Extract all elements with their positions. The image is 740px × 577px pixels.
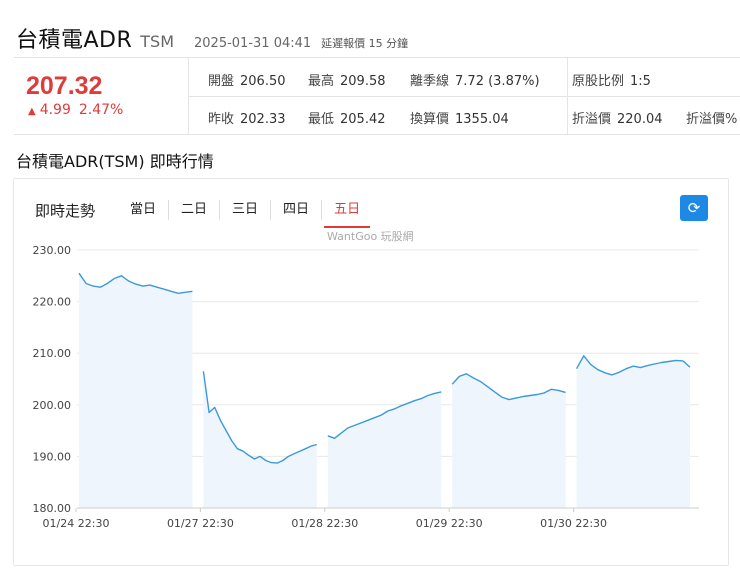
session-area	[79, 273, 193, 508]
prev-close-cell: 昨收 202.33	[208, 112, 286, 127]
ratio-value: 1:5	[630, 74, 651, 89]
delay-note: 延遲報價 15 分鐘	[321, 37, 409, 50]
y-tick-label: 190.00	[33, 450, 72, 463]
stock-name: 台積電ADR	[16, 28, 133, 53]
divider	[567, 58, 568, 134]
divider	[188, 96, 740, 97]
deviation-cell: 離季線 7.72 (3.87%)	[410, 74, 540, 89]
tab-5day[interactable]: 五日	[322, 200, 372, 228]
panel-title: 即時走勢	[35, 202, 96, 220]
refresh-icon: ⟳	[687, 199, 701, 217]
y-tick-label: 220.00	[33, 296, 72, 309]
up-triangle-icon: ▲	[28, 106, 36, 117]
x-tick-label: 01/28 22:30	[291, 517, 358, 530]
prev-close-value: 202.33	[240, 112, 286, 127]
stock-ticker: TSM	[140, 32, 175, 51]
session-line	[451, 373, 566, 401]
tab-2day[interactable]: 二日	[169, 200, 221, 220]
session-area	[576, 355, 690, 508]
low-cell: 最低 205.42	[308, 112, 386, 127]
change-value: 4.99	[39, 102, 71, 118]
ratio-cell: 原股比例 1:5	[572, 74, 651, 89]
discount-value: 220.04	[617, 112, 663, 127]
period-tabs: 當日 二日 三日 四日 五日	[118, 200, 372, 228]
deviation-value: 7.72 (3.87%)	[455, 74, 540, 89]
y-tick-label: 180.00	[33, 502, 72, 515]
tab-4day[interactable]: 四日	[271, 200, 323, 220]
high-value: 209.58	[340, 74, 386, 89]
section-title: 台積電ADR(TSM) 即時行情	[16, 152, 214, 171]
x-tick-label: 01/30 22:30	[540, 517, 607, 530]
quote-time: 2025-01-31 04:41	[194, 36, 312, 51]
x-tick-label: 01/29 22:30	[416, 517, 483, 530]
change-percent: 2.47%	[78, 102, 124, 118]
refresh-button[interactable]: ⟳	[680, 195, 708, 221]
session-line	[575, 355, 691, 376]
session-line	[78, 272, 193, 294]
tab-1day[interactable]: 當日	[118, 200, 170, 220]
watermark: WantGoo 玩股網	[327, 230, 414, 243]
x-tick-label: 01/24 22:30	[43, 517, 110, 530]
y-tick-label: 230.00	[33, 244, 72, 257]
tab-3day[interactable]: 三日	[220, 200, 272, 220]
y-tick-label: 210.00	[33, 347, 72, 360]
price-change: ▲ 4.99 2.47%	[28, 102, 123, 118]
last-price: 207.32	[26, 72, 103, 100]
open-value: 206.50	[240, 74, 286, 89]
price-box: 207.32 ▲ 4.99 2.47%	[14, 58, 189, 134]
low-value: 205.42	[340, 112, 386, 127]
intraday-chart: 230.00 220.00 210.00 200.00 190.00 180.00 01/2…	[33, 244, 699, 530]
quote-panel: 207.32 ▲ 4.99 2.47% 開盤 206.50 最高 209.58 離季線 7…	[14, 57, 740, 135]
session-area	[203, 371, 317, 508]
chart-panel: 230.00 220.00 210.00 200.00 190.00 180.00 01/2…	[13, 178, 729, 566]
session-area	[327, 391, 442, 508]
session-line	[202, 371, 317, 464]
discount-cell: 折溢價 220.04	[572, 112, 663, 127]
session-area	[452, 373, 566, 508]
quote-header: 台積電ADR TSM 2025-01-31 04:41 延遲報價 15 分鐘	[16, 22, 408, 54]
high-cell: 最高 209.58	[308, 74, 386, 89]
session-line	[327, 391, 442, 439]
converted-cell: 換算價 1355.04	[410, 112, 509, 127]
open-cell: 開盤 206.50	[208, 74, 286, 89]
x-tick-label: 01/27 22:30	[167, 517, 234, 530]
premium-cell: 折溢價%	[686, 112, 738, 127]
converted-value: 1355.04	[455, 112, 509, 127]
y-tick-label: 200.00	[33, 399, 72, 412]
